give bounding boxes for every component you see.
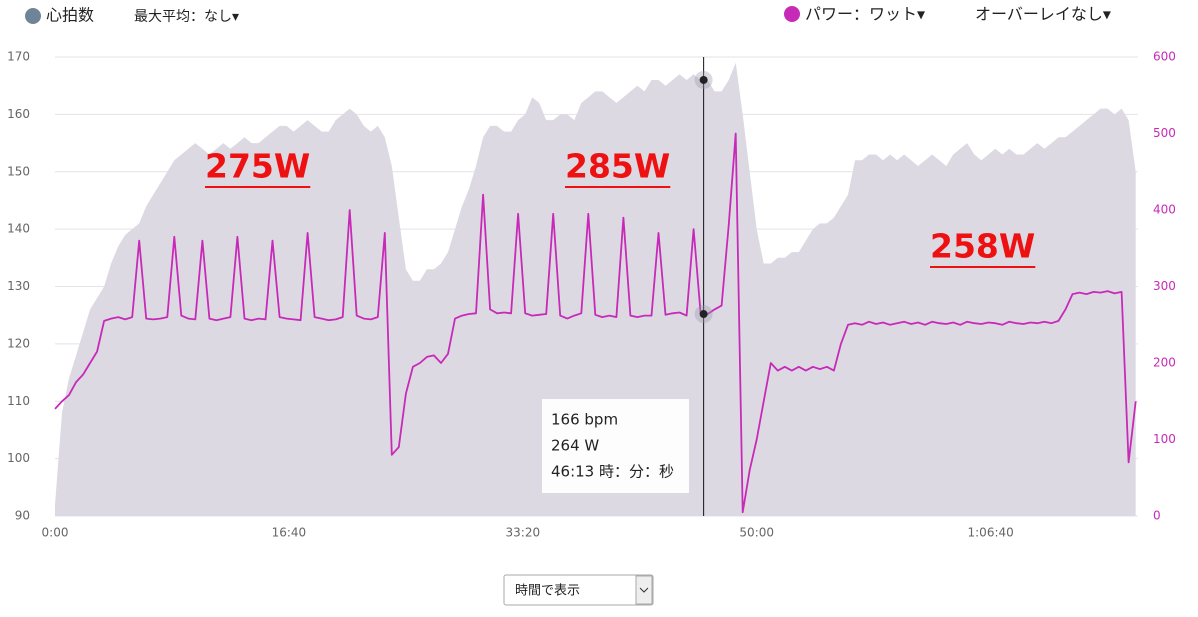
y2-tick-label: 600 <box>1153 50 1176 64</box>
power-line <box>54 132 1137 514</box>
y2-tick-label: 100 <box>1153 432 1176 446</box>
plot: 90 100 110 120 130 140 150 160 170 0 100 200 300 400 5… <box>7 50 1176 540</box>
y-tick-label: 160 <box>7 107 30 121</box>
select-arrow <box>639 587 649 593</box>
y2-tick-label: 200 <box>1153 356 1176 370</box>
y-tick-label: 140 <box>7 222 30 236</box>
avg-menu[interactable]: 最大平均：なし▾ <box>134 9 239 25</box>
x-tick-label: 50:00 <box>739 526 774 540</box>
select-arrow-box[interactable] <box>635 575 653 605</box>
tooltip-line: 46:13 時：分：秒 <box>551 463 674 481</box>
y2-tick-label: 500 <box>1153 126 1176 140</box>
overlay-menu[interactable]: オーバーレイなし▾ <box>975 5 1111 24</box>
x-tick-label: 33:20 <box>506 526 541 540</box>
y2-tick-label: 0 <box>1153 509 1161 523</box>
y2-tick-label: 300 <box>1153 279 1176 293</box>
annotation: 275W <box>205 147 310 186</box>
legend-dot <box>25 8 41 24</box>
select-text[interactable]: 時間で表示 <box>515 584 580 599</box>
legend-dot <box>784 6 800 22</box>
power-menu[interactable]: パワー：ワット▾ <box>805 5 925 24</box>
tooltip-box <box>542 399 689 493</box>
y-tick-label: 110 <box>7 394 30 408</box>
y-tick-label: 150 <box>7 164 30 178</box>
tooltip-line: 264 W <box>551 437 599 455</box>
hr-menu[interactable]: 心拍数 <box>46 6 94 25</box>
y-tick-label: 130 <box>7 279 30 293</box>
y2-tick-label: 400 <box>1153 203 1176 217</box>
y-tick-label: 90 <box>15 509 30 523</box>
x-tick-label: 0:00 <box>42 526 69 540</box>
cursor-dot <box>699 75 708 84</box>
select-box[interactable] <box>503 574 654 606</box>
annotation: 258W <box>930 227 1035 266</box>
tooltip-line: 166 bpm <box>551 411 618 429</box>
x-tick-label: 1:06:40 <box>968 526 1014 540</box>
annotation: 285W <box>565 147 670 186</box>
y-tick-label: 170 <box>7 50 30 64</box>
y-tick-label: 120 <box>7 336 30 350</box>
hr-area <box>55 62 1136 516</box>
cursor-dot <box>699 310 708 319</box>
y-tick-label: 100 <box>7 451 30 465</box>
x-tick-label: 16:40 <box>272 526 307 540</box>
